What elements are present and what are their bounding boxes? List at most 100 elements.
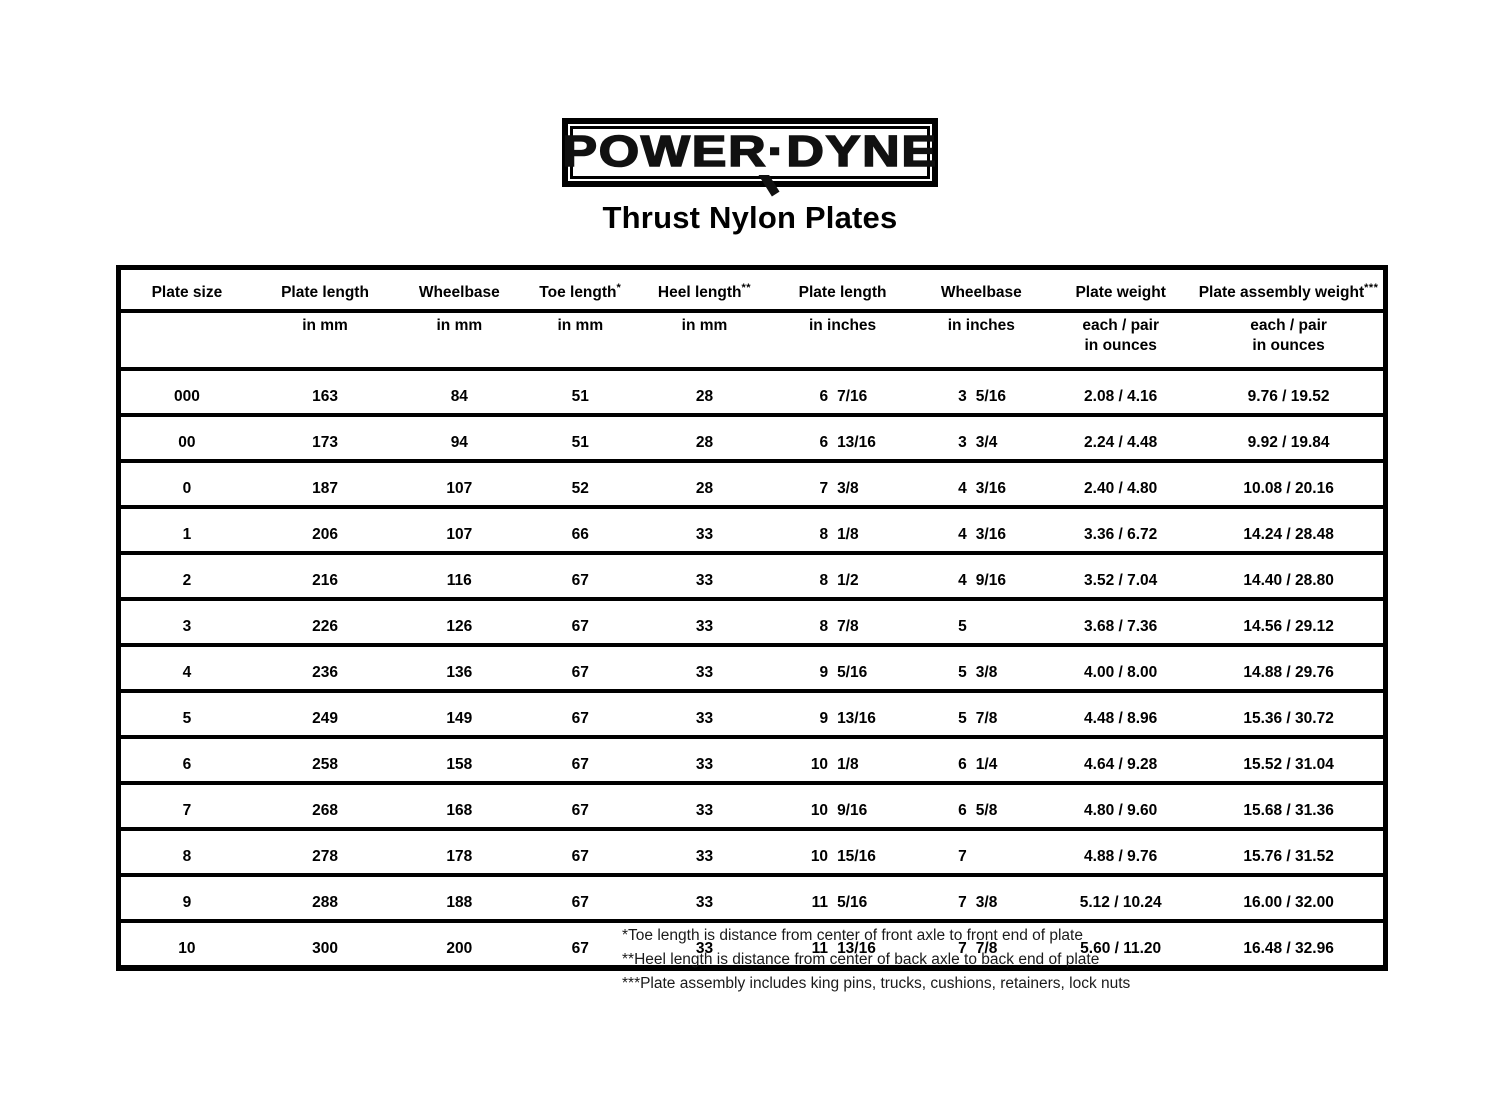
footnote-toe-length: *Toe length is distance from center of f…	[622, 927, 1083, 944]
table-row: 5 249 149 67 33 9 13/16 5 7/8 4.48 / 8.96 …	[118, 691, 1386, 739]
cell-toe-length-mm: 67	[521, 553, 640, 601]
units-plate-weight: each / pair in ounces	[1047, 311, 1195, 371]
logo-border-box: POWER·DYNE	[561, 118, 939, 187]
cell-heel-length-mm: 33	[639, 507, 770, 555]
header-mark: ***	[1364, 281, 1379, 294]
cell-heel-length-mm: 33	[639, 599, 770, 647]
table-row: 1 206 107 66 33 8 1/8 4 3/16 3.36 / 6.72 1…	[118, 507, 1386, 555]
cell-plate-length-mm: 288	[252, 875, 398, 923]
table-row: 6 258 158 67 33 10 1/8 6 1/4 4.64 / 9.28 1…	[118, 737, 1386, 785]
table-row: 000 163 84 51 28 6 7/16 3 5/16 2.08 / 4.16…	[118, 369, 1386, 417]
cell-heel-length-mm: 33	[639, 691, 770, 739]
cell-plate-weight: 4.48 / 8.96	[1047, 691, 1195, 739]
units-plate-length-in: in inches	[769, 311, 916, 371]
cell-wheelbase-mm: 188	[397, 875, 522, 923]
cell-plate-size: 10	[178, 940, 196, 957]
cell-wheelbase-mm: 107	[397, 461, 522, 509]
cell-plate-size: 0	[118, 461, 253, 509]
cell-toe-length-mm: 67	[521, 875, 640, 923]
table-row: 7 268 168 67 33 10 9/16 6 5/8 4.80 / 9.60 …	[118, 783, 1386, 831]
cell-plate-length-in: 10 15/16	[769, 829, 916, 877]
cell-plate-length-mm: 163	[252, 369, 398, 417]
cell-plate-weight: 4.00 / 8.00	[1047, 645, 1195, 693]
cell-plate-length-mm: 258	[252, 737, 398, 785]
cell-plate-length-in: 8 1/8	[769, 507, 916, 555]
cell-plate-size: 5	[118, 691, 253, 739]
header-wheelbase-in: Wheelbase	[915, 267, 1048, 313]
cell-plate-size: 6	[118, 737, 253, 785]
cell-plate-length-in: 8 1/2	[769, 553, 916, 601]
cell-plate-length-in: 7 3/8	[769, 461, 916, 509]
table-row: 10 300 200 67 33 11 13/16 7 7/8 5.60 / 11.…	[119, 921, 1386, 968]
cell-wheelbase-in: 3 3/4	[915, 415, 1048, 463]
cell-wheelbase-mm: 126	[397, 599, 522, 647]
cell-plate-length-in: 6 13/16	[769, 415, 916, 463]
cell-heel-length-mm: 33	[639, 783, 770, 831]
cell-plate-weight: 5.12 / 10.24	[1047, 875, 1195, 923]
cell-heel-length-mm: 28	[639, 461, 770, 509]
cell-heel-length-mm: 33	[639, 737, 770, 785]
header-plate-size: Plate size	[118, 267, 253, 313]
brand-logo: POWER·DYNE	[0, 118, 1500, 187]
cell-toe-length-mm: 67	[571, 940, 589, 957]
cell-wheelbase-in: 7 3/8	[915, 875, 1048, 923]
header-mark: **	[741, 281, 752, 294]
cell-plate-length-in: 11 13/16	[811, 940, 876, 957]
cell-plate-length-in: 6 7/16	[769, 369, 916, 417]
header-plate-weight: Plate weight	[1047, 267, 1195, 313]
cell-wheelbase-mm: 200	[446, 940, 473, 957]
cell-wheelbase-in: 6 1/4	[915, 737, 1048, 785]
cell-wheelbase-in: 5	[915, 599, 1048, 647]
cell-toe-length-mm: 52	[521, 461, 640, 509]
units-wheelbase-mm: in mm	[397, 311, 522, 371]
footnote-plate-assembly: ***Plate assembly includes king pins, tr…	[622, 975, 1131, 992]
units-plate-size	[118, 311, 253, 371]
cell-heel-length-mm: 33	[639, 875, 770, 923]
cell-heel-length-mm: 28	[639, 369, 770, 417]
cell-wheelbase-mm: 116	[397, 553, 522, 601]
cell-assembly-weight: 14.24 / 28.48	[1194, 507, 1386, 555]
cell-assembly-weight: 15.68 / 31.36	[1194, 783, 1386, 831]
units-plate-length-mm: in mm	[252, 311, 398, 371]
header-toe-length: Toe length*	[521, 267, 640, 313]
cell-toe-length-mm: 51	[521, 415, 640, 463]
cell-wheelbase-mm: 107	[397, 507, 522, 555]
cell-heel-length-mm: 28	[639, 415, 770, 463]
cell-assembly-weight: 15.36 / 30.72	[1194, 691, 1386, 739]
cell-assembly-weight: 9.76 / 19.52	[1194, 369, 1386, 417]
cell-plate-length-mm: 216	[252, 553, 398, 601]
units-assembly-weight: each / pair in ounces	[1194, 311, 1386, 371]
cell-plate-length-mm: 187	[252, 461, 398, 509]
cell-wheelbase-mm: 149	[397, 691, 522, 739]
units-wheelbase-in: in inches	[915, 311, 1048, 371]
cell-plate-length-mm: 300	[312, 940, 338, 957]
cell-wheelbase-mm: 158	[397, 737, 522, 785]
cell-plate-size: 9	[118, 875, 253, 923]
logo-inner-box: POWER·DYNE	[561, 126, 937, 179]
cell-assembly-weight: 16.00 / 32.00	[1194, 875, 1386, 923]
cell-plate-length-mm: 173	[252, 415, 398, 463]
cell-heel-length-mm: 33	[639, 645, 770, 693]
cell-wheelbase-in: 4 3/16	[915, 461, 1048, 509]
cell-plate-length-in: 11 5/16	[769, 875, 916, 923]
cell-plate-length-mm: 278	[252, 829, 398, 877]
table-row: 2 216 116 67 33 8 1/2 4 9/16 3.52 / 7.04 1…	[118, 553, 1386, 601]
cell-plate-weight: 3.36 / 6.72	[1047, 507, 1195, 555]
table-header-row-units: in mm in mm in mm in mm in inches in inc…	[118, 311, 1386, 371]
table-row: 4 236 136 67 33 9 5/16 5 3/8 4.00 / 8.00 1…	[118, 645, 1386, 693]
cell-plate-size: 1	[118, 507, 253, 555]
spec-table-container: Plate size Plate length Wheelbase Toe le…	[116, 265, 1388, 971]
cell-plate-size: 2	[118, 553, 253, 601]
cell-wheelbase-in: 4 3/16	[915, 507, 1048, 555]
cell-wheelbase-in: 7 7/8	[958, 940, 998, 957]
cell-plate-weight: 2.24 / 4.48	[1047, 415, 1195, 463]
cell-assembly-weight: 14.40 / 28.80	[1194, 553, 1386, 601]
table-row: 00 173 94 51 28 6 13/16 3 3/4 2.24 / 4.48 …	[118, 415, 1386, 463]
cell-wheelbase-in: 6 5/8	[915, 783, 1048, 831]
units-toe-length: in mm	[521, 311, 640, 371]
cell-wheelbase-mm: 168	[397, 783, 522, 831]
cell-wheelbase-in: 3 5/16	[915, 369, 1048, 417]
cell-toe-length-mm: 67	[521, 599, 640, 647]
cell-wheelbase-mm: 178	[397, 829, 522, 877]
header-assembly-weight: Plate assembly weight***	[1194, 267, 1386, 313]
